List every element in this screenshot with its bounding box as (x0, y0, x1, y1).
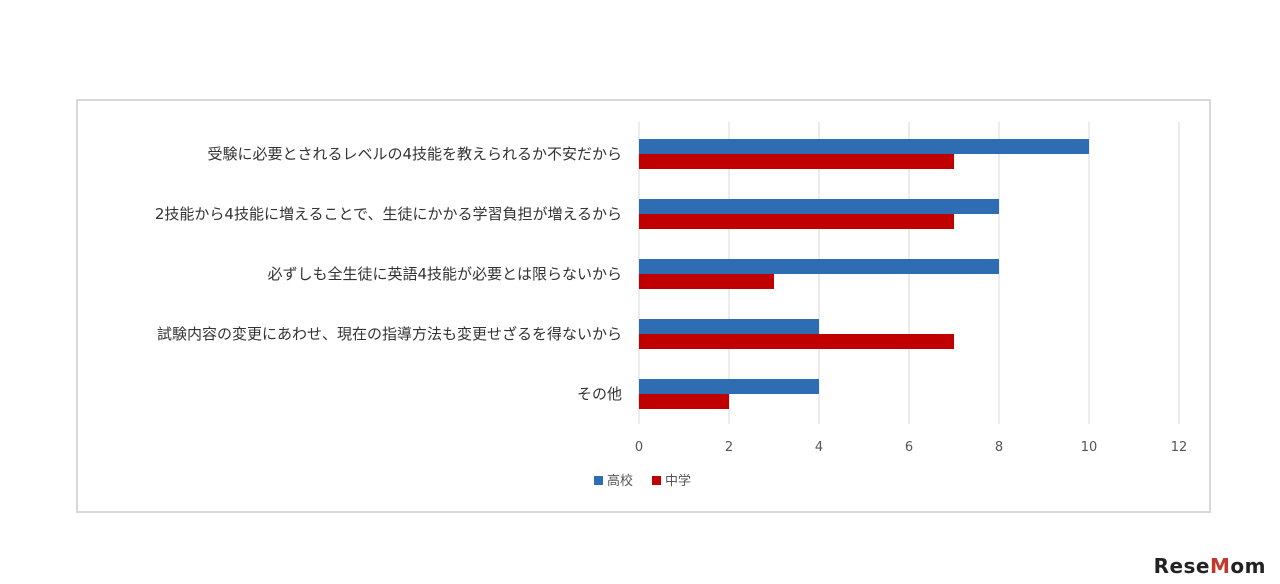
x-tick-label: 0 (635, 440, 643, 455)
bar-high-school (639, 139, 1089, 154)
bar-high-school (639, 259, 999, 274)
x-tick-label: 10 (1081, 440, 1098, 455)
bar-high-school (639, 199, 999, 214)
bars (639, 139, 1089, 409)
bar-high-school (639, 319, 819, 334)
bar-junior-high (639, 274, 774, 289)
legend: 高校 中学 (594, 473, 691, 489)
x-tick-label: 2 (725, 440, 733, 455)
x-tick-label: 4 (815, 440, 823, 455)
resemom-logo: ReseMom (1153, 554, 1266, 578)
legend-swatch (594, 476, 603, 485)
category-label: 必ずしも全生徒に英語4技能が必要とは限らないから (267, 265, 622, 283)
bar-junior-high (639, 394, 729, 409)
x-tick-label: 8 (995, 440, 1003, 455)
bar-high-school (639, 379, 819, 394)
bar-junior-high (639, 334, 954, 349)
category-label: 受験に必要とされるレベルの4技能を教えられるか不安だから (207, 145, 622, 163)
x-tick-label: 12 (1171, 440, 1188, 455)
category-label: 試験内容の変更にあわせ、現在の指導方法も変更せざるを得ないから (157, 325, 622, 343)
category-label: 2技能から4技能に増えることで、生徒にかかる学習負担が増えるから (155, 205, 622, 223)
legend-label: 中学 (665, 473, 691, 489)
legend-swatch (652, 476, 661, 485)
category-labels: 受験に必要とされるレベルの4技能を教えられるか不安だから 2技能から4技能に増える… (155, 145, 622, 403)
x-tick-label: 6 (905, 440, 913, 455)
x-tick-labels: 0 2 4 6 8 10 12 (635, 440, 1187, 455)
legend-label: 高校 (607, 473, 633, 489)
bar-junior-high (639, 214, 954, 229)
bar-junior-high (639, 154, 954, 169)
category-label: その他 (577, 385, 622, 403)
